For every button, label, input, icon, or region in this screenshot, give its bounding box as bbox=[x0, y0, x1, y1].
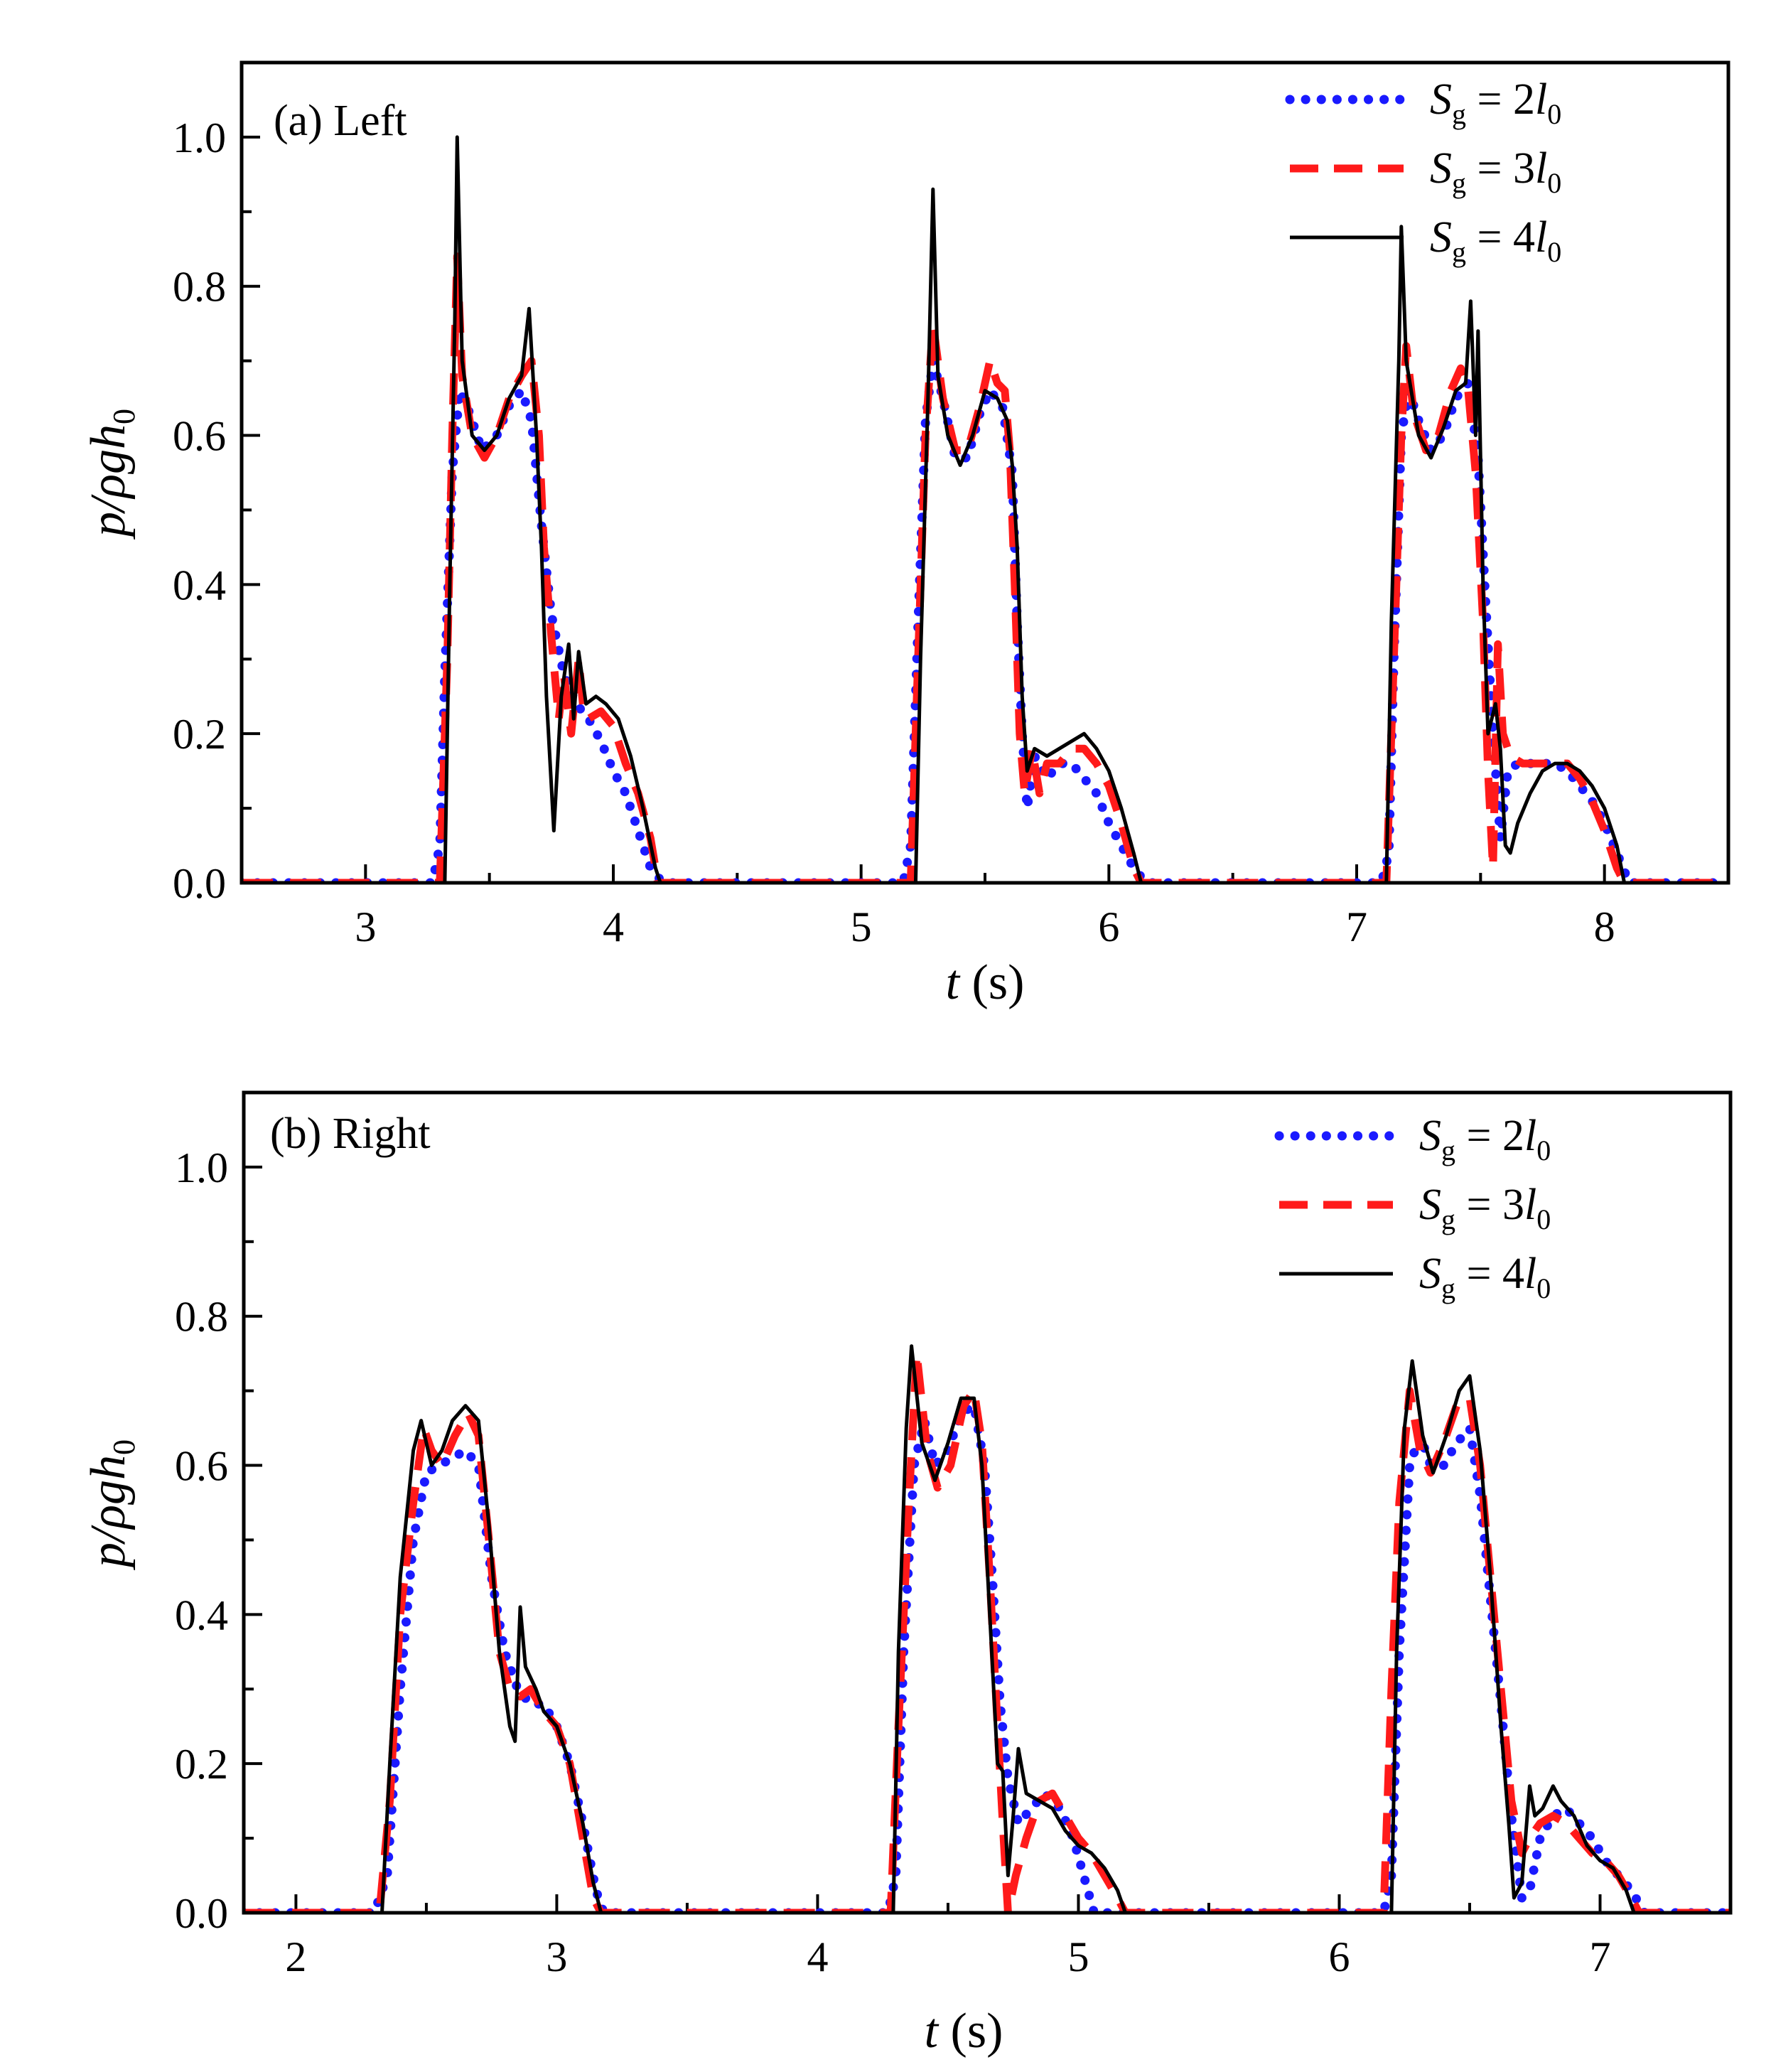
series-line-dashed bbox=[242, 252, 1728, 883]
legend-entry-label: Sg = 3l0 bbox=[1430, 144, 1561, 199]
x-tick-label: 4 bbox=[603, 903, 624, 950]
legend-entry-label: Sg = 2l0 bbox=[1430, 75, 1561, 130]
y-tick-label: 0.8 bbox=[175, 1294, 228, 1341]
x-tick-label: 5 bbox=[851, 903, 872, 950]
y-tick-label: 1.0 bbox=[175, 1144, 228, 1191]
panel-left-ticks: 3 4 5 6 7 8 0.0 0.2 0.4 0.6 0.8 1.0 bbox=[173, 114, 1615, 950]
legend-entry-label: Sg = 2l0 bbox=[1419, 1112, 1551, 1166]
panel-left-xlabel: t (s) bbox=[946, 955, 1025, 1010]
x-tick-label: 3 bbox=[546, 1933, 567, 1980]
y-tick-label: 0.4 bbox=[175, 1591, 228, 1638]
panel-right-xlabel: t (s) bbox=[925, 2004, 1003, 2058]
panel-left-legend: Sg = 2l0 Sg = 3l0 Sg = 4l0 bbox=[1285, 75, 1561, 268]
y-tick-label: 0.4 bbox=[173, 562, 226, 608]
series-line-solid bbox=[242, 135, 1728, 883]
y-tick-label: 0.2 bbox=[173, 711, 226, 758]
legend-entry-label: Sg = 4l0 bbox=[1430, 213, 1561, 268]
series-line-dotted bbox=[242, 356, 1728, 883]
x-tick-label: 6 bbox=[1098, 903, 1119, 950]
panel-left-label: (a) Left bbox=[274, 97, 407, 145]
y-tick-label: 0.6 bbox=[175, 1443, 228, 1490]
series-line-solid bbox=[244, 1344, 1730, 1913]
panel-right-series bbox=[244, 1344, 1730, 1913]
x-tick-label: 8 bbox=[1594, 903, 1615, 950]
panel-right-ylabel: p/ρgh0 bbox=[81, 1439, 141, 1571]
y-tick-label: 0.0 bbox=[175, 1890, 228, 1937]
x-tick-label: 6 bbox=[1328, 1933, 1350, 1980]
legend-entry-label: Sg = 3l0 bbox=[1419, 1181, 1551, 1235]
x-tick-label: 2 bbox=[285, 1933, 306, 1980]
panel-right: 2 3 4 5 6 7 0.0 0.2 0.4 0.6 0.8 1.0 (b) Right Sg = … bbox=[81, 1090, 1733, 2058]
panel-left-ylabel: p/ρgh0 bbox=[81, 409, 141, 540]
legend-entry-label: Sg = 4l0 bbox=[1419, 1250, 1551, 1304]
x-tick-label: 3 bbox=[355, 903, 376, 950]
y-tick-label: 1.0 bbox=[173, 114, 226, 161]
panel-right-legend: Sg = 2l0 Sg = 3l0 Sg = 4l0 bbox=[1274, 1112, 1551, 1304]
y-tick-label: 0.0 bbox=[173, 860, 226, 907]
panel-left: 3 4 5 6 7 8 0.0 0.2 0.4 0.6 0.8 1.0 (a) Left Sg = 2… bbox=[81, 60, 1730, 1010]
x-tick-label: 7 bbox=[1346, 903, 1367, 950]
y-tick-label: 0.6 bbox=[173, 413, 226, 460]
y-tick-label: 0.2 bbox=[175, 1741, 228, 1788]
y-tick-label: 0.8 bbox=[173, 264, 226, 311]
x-tick-label: 5 bbox=[1067, 1933, 1089, 1980]
panel-left-frame bbox=[239, 60, 1730, 885]
series-line-dotted bbox=[244, 1401, 1730, 1913]
x-tick-label: 7 bbox=[1589, 1933, 1610, 1980]
panel-left-series bbox=[242, 135, 1728, 883]
panel-right-frame bbox=[242, 1090, 1733, 1915]
panel-right-label: (b) Right bbox=[270, 1110, 431, 1158]
x-tick-label: 4 bbox=[807, 1933, 828, 1980]
